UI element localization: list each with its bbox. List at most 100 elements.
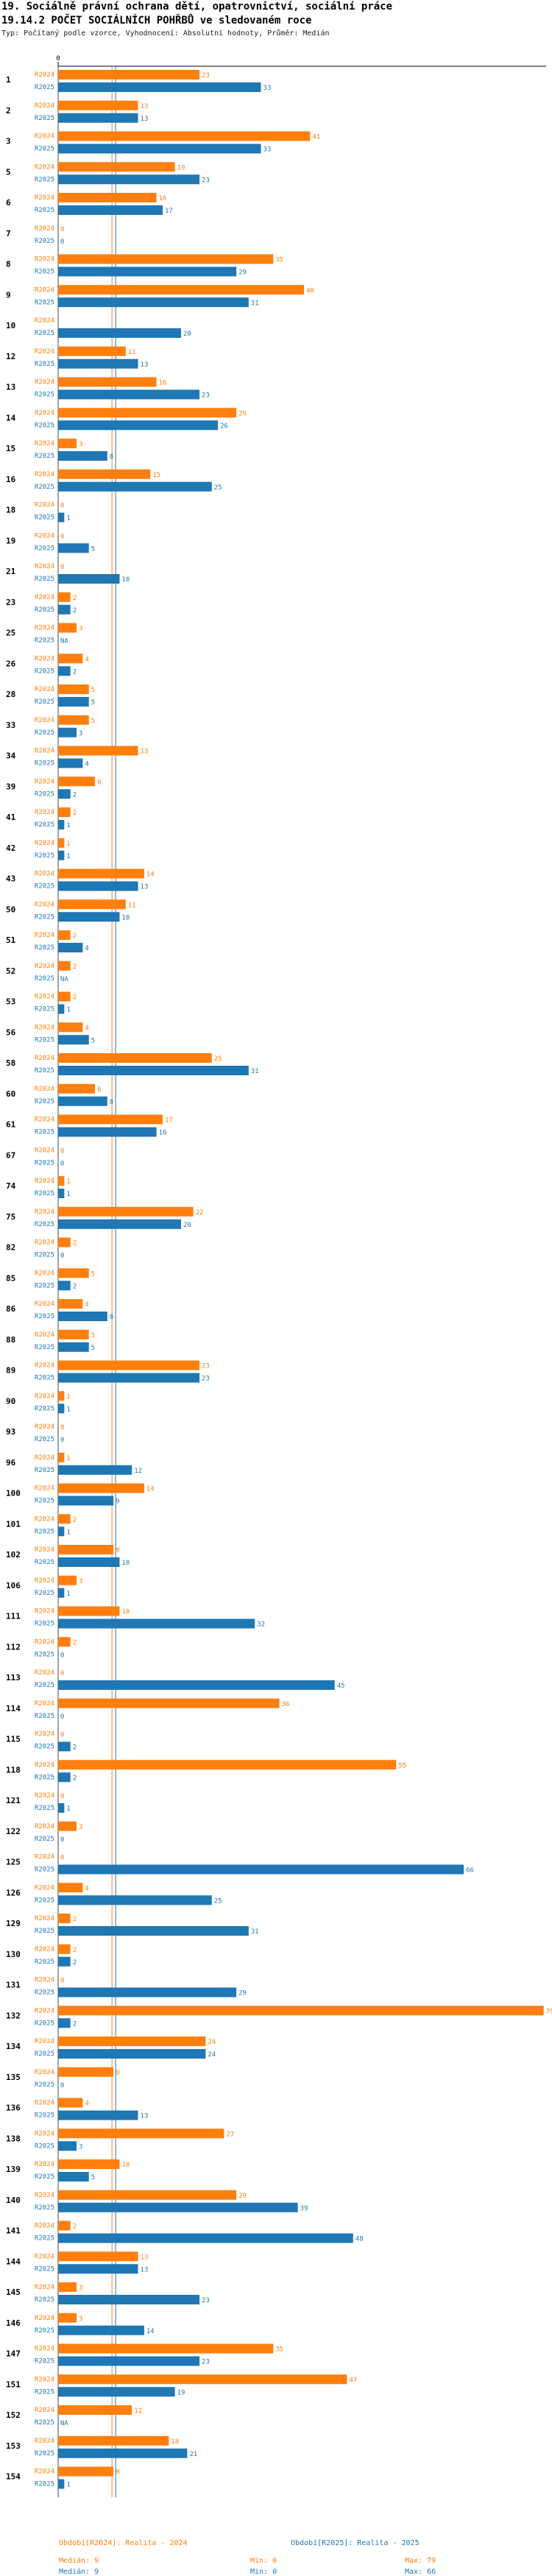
data-label-2024: 11	[128, 349, 136, 356]
bar-2024	[58, 654, 83, 664]
row-label: 3	[6, 137, 11, 146]
series-label-2025: R2025	[35, 1098, 54, 1105]
bar-2024	[58, 1299, 83, 1309]
series-label-2025: R2025	[35, 1866, 54, 1874]
bar-2025	[58, 2479, 65, 2489]
row-label: 85	[6, 1273, 15, 1283]
data-label-2025: 10	[122, 576, 130, 584]
series-label-2025: R2025	[35, 698, 54, 706]
row-label: 21	[6, 567, 16, 576]
series-label-2025: R2025	[35, 1836, 54, 1843]
bar-2025	[58, 1557, 120, 1567]
row-label: 25	[6, 629, 15, 638]
series-label-2024: R2024	[35, 2469, 54, 2476]
data-label-2025: 31	[251, 1928, 259, 1936]
bar-2024	[58, 1206, 194, 1217]
series-label-2024: R2024	[35, 932, 54, 939]
data-label-2024: 11	[128, 902, 136, 909]
bar-2024	[58, 1883, 83, 1893]
bar-2025	[58, 1465, 132, 1475]
row-label: 115	[6, 1735, 21, 1744]
series-label-2024: R2024	[35, 778, 54, 785]
series-label-2024: R2024	[35, 133, 54, 141]
data-label-2024: 6	[97, 779, 101, 786]
data-label-2024: 16	[159, 380, 167, 387]
data-label-2024: 22	[196, 1209, 204, 1217]
data-label-2024: 0	[60, 533, 64, 540]
bar-2024	[58, 1483, 144, 1493]
series-label-2024: R2024	[35, 532, 54, 539]
series-label-2024: R2024	[35, 2038, 54, 2045]
series-label-2025: R2025	[35, 1928, 54, 1935]
row-label: 145	[6, 2287, 21, 2297]
bar-2024	[58, 1545, 114, 1554]
series-label-2025: R2025	[35, 2450, 54, 2458]
row-label: 140	[6, 2195, 21, 2205]
series-label-2024: R2024	[35, 1884, 54, 1892]
bar-2024	[58, 1760, 397, 1770]
series-label-2025: R2025	[35, 1159, 54, 1167]
series-label-2024: R2024	[35, 102, 54, 110]
series-label-2025: R2025	[35, 1651, 54, 1658]
data-label-2024: 12	[134, 2407, 142, 2415]
data-label-2025: 4	[85, 761, 88, 768]
data-label-2024: 0	[60, 1978, 64, 1985]
bar-2025	[58, 2141, 77, 2151]
data-label-2025: 13	[141, 2266, 149, 2274]
data-label-2025: 20	[183, 330, 191, 338]
series-label-2024: R2024	[35, 1915, 54, 1922]
data-label-2025: 0	[60, 1437, 64, 1444]
data-label-2024: 0	[60, 1793, 64, 1800]
series-label-2024: R2024	[35, 256, 54, 263]
bar-2025	[58, 1404, 65, 1414]
bar-2024	[58, 1022, 83, 1033]
row-label: 146	[6, 2318, 21, 2328]
bar-2025	[58, 1096, 107, 1106]
data-label-2025: 20	[183, 1222, 191, 1229]
data-label-2025: 5	[91, 1037, 95, 1044]
data-label-2024: 13	[141, 749, 149, 756]
data-label-2024: 4	[85, 1885, 88, 1892]
data-label-2025: 0	[60, 238, 64, 246]
series-label-2025: R2025	[35, 2081, 54, 2089]
row-label: 96	[6, 1458, 16, 1468]
data-label-2024: 0	[60, 564, 64, 571]
data-label-2025: 2	[73, 2020, 77, 2028]
data-label-2024: 5	[91, 687, 95, 694]
series-label-2024: R2024	[35, 1454, 54, 1462]
chart-subtitle: Typ: Počítaný podle vzorce, Vyhodnocení:…	[1, 29, 330, 38]
bar-2025	[58, 604, 71, 615]
data-label-2024: 16	[159, 195, 167, 202]
bar-2024	[58, 2098, 83, 2108]
bar-2024	[58, 2221, 71, 2231]
row-label: 93	[6, 1427, 15, 1437]
bar-2025	[58, 1189, 65, 1198]
bar-2025	[58, 1035, 89, 1045]
bar-2024	[58, 1360, 200, 1370]
bar-2025	[58, 1312, 107, 1321]
series-label-2025: R2025	[35, 2481, 54, 2488]
bar-2024	[58, 930, 71, 940]
data-label-2025: 2	[73, 1959, 77, 1967]
series-label-2025: R2025	[35, 2204, 54, 2212]
bar-2024	[58, 1268, 89, 1278]
bar-2024	[58, 1237, 71, 1248]
data-label-2024: 19	[177, 164, 185, 171]
bar-2025	[58, 266, 237, 277]
data-label-2024: 23	[202, 72, 210, 79]
series-label-2024: R2024	[35, 1792, 54, 1800]
data-label-2024: 2	[73, 963, 77, 971]
row-label: 130	[6, 1950, 21, 1959]
data-label-2024: 9	[116, 2070, 119, 2077]
data-label-2025: 1	[66, 1007, 70, 1014]
row-label: 34	[6, 751, 16, 761]
row-label: 134	[6, 2042, 21, 2051]
bar-2025	[58, 881, 138, 891]
data-label-2025: 0	[60, 1253, 64, 1260]
bar-2024	[58, 2159, 120, 2169]
bar-2025	[58, 1127, 157, 1137]
data-label-2024: 15	[152, 472, 160, 479]
data-label-2024: 24	[208, 2039, 216, 2046]
series-label-2025: R2025	[35, 637, 54, 645]
data-label-2025: 2	[73, 1774, 77, 1782]
